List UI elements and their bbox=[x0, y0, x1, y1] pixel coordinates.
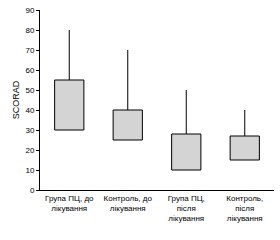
svg-text:Контроль,післялікування: Контроль,післялікування bbox=[226, 194, 263, 224]
svg-text:60: 60 bbox=[25, 66, 34, 75]
svg-text:50: 50 bbox=[25, 86, 34, 95]
svg-text:Група ПЦ,післялікування: Група ПЦ,післялікування bbox=[168, 194, 205, 224]
svg-text:10: 10 bbox=[25, 166, 34, 175]
svg-text:Контроль, долікування: Контроль, долікування bbox=[104, 194, 153, 213]
svg-text:0: 0 bbox=[30, 186, 35, 195]
svg-text:90: 90 bbox=[25, 6, 34, 15]
svg-text:80: 80 bbox=[25, 26, 34, 35]
svg-text:Група ПЦ, долікування: Група ПЦ, долікування bbox=[45, 194, 94, 213]
svg-text:SCORAD: SCORAD bbox=[11, 80, 21, 119]
svg-text:70: 70 bbox=[25, 46, 34, 55]
svg-text:20: 20 bbox=[25, 146, 34, 155]
svg-text:40: 40 bbox=[25, 106, 34, 115]
svg-text:30: 30 bbox=[25, 126, 34, 135]
